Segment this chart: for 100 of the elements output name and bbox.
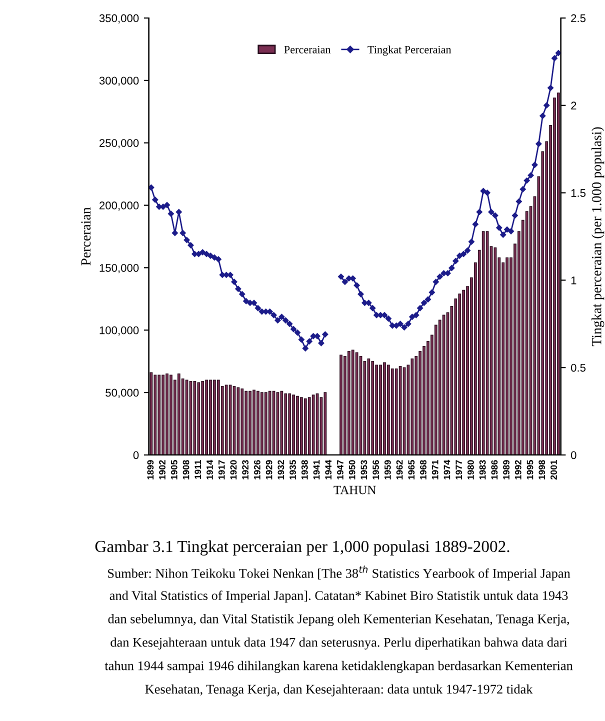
x-tick-label: 1950 xyxy=(348,460,356,480)
bar xyxy=(367,358,370,455)
x-tick-label: 1929 xyxy=(266,460,272,480)
y2-axis-title: Tingkat perceraian (per 1.000 populasi) xyxy=(592,127,604,346)
x-tick-label: 1923 xyxy=(242,460,249,480)
x-tick-label: 1953 xyxy=(360,460,368,480)
x-tick-label: 1983 xyxy=(479,460,486,480)
bar xyxy=(506,257,508,455)
y2-tick-label: 1.5 xyxy=(571,189,586,197)
x-tick-label: 1974 xyxy=(444,460,450,480)
bar xyxy=(390,368,394,455)
bar xyxy=(375,364,378,455)
bar xyxy=(166,373,168,455)
x-tick-label: 1914 xyxy=(206,460,213,480)
bar xyxy=(197,382,200,455)
bar xyxy=(482,231,485,455)
bar xyxy=(312,394,315,455)
y-axis-title: Perceraian xyxy=(81,207,91,266)
text: dan sebelumnya, dan Vital Statistik Jepang oleh Kementerian Kesehatan, Tenaga Kerja, xyxy=(108,614,569,626)
bar xyxy=(394,368,398,455)
bar xyxy=(213,380,216,455)
x-tick-label: 1989 xyxy=(503,460,510,480)
bar xyxy=(260,392,264,455)
bar xyxy=(371,360,374,455)
x-tick-label: 1959 xyxy=(384,460,391,480)
bar xyxy=(458,294,462,455)
bar xyxy=(288,393,292,455)
bar xyxy=(383,362,386,455)
bar xyxy=(216,380,220,455)
bar xyxy=(162,374,164,455)
x-tick-label: 1902 xyxy=(159,460,166,480)
bar xyxy=(256,390,260,455)
x-tick-label: 1926 xyxy=(254,460,260,480)
bar xyxy=(324,392,327,455)
bar xyxy=(201,380,204,455)
bar xyxy=(268,390,272,455)
bar xyxy=(300,397,303,455)
x-tick-label: 1986 xyxy=(491,460,498,480)
y2-tick-label: 2.5 xyxy=(571,14,586,22)
x-tick-label: 1992 xyxy=(514,460,522,480)
bar xyxy=(292,394,295,455)
bar xyxy=(308,397,311,455)
bar xyxy=(387,364,390,455)
bar xyxy=(170,374,172,455)
bar xyxy=(154,374,157,455)
x-tick-label: 1971 xyxy=(432,460,438,480)
x-tick-label: 2001 xyxy=(550,460,557,480)
x-tick-label: 1962 xyxy=(396,460,403,480)
y-tick-label: 150,000 xyxy=(100,264,139,274)
x-tick-label: 1977 xyxy=(456,460,462,480)
y-tick-label: 300,000 xyxy=(99,76,139,86)
bar xyxy=(205,380,208,455)
text: tahun 1944 sampai 1946 dihilangkan karena ketidaklengkapan berdasarkan Kementerian xyxy=(104,660,573,673)
x-tick-label: 1932 xyxy=(278,460,284,480)
y2-tick-label: 0 xyxy=(570,451,576,460)
bar xyxy=(158,374,161,455)
x-tick-label: 1908 xyxy=(182,460,190,480)
y-tick-label: 50,000 xyxy=(106,388,139,398)
bar xyxy=(462,290,466,455)
bar xyxy=(224,384,228,455)
text: Sumber: Nihon Teikoku Tokei Nenkan [The 38$^{th}$ Statistics Yearbook of Imperial Japan xyxy=(108,566,570,581)
x-tick-label: 1968 xyxy=(420,460,426,480)
x-tick-label: 1998 xyxy=(538,460,546,480)
bar xyxy=(264,392,268,455)
x-tick-label: 1944 xyxy=(325,460,332,480)
bar xyxy=(209,380,212,455)
x-tick-label: 1911 xyxy=(194,460,202,479)
x-axis-title: TAHUN xyxy=(334,486,376,494)
bar xyxy=(410,358,414,455)
bar xyxy=(248,390,252,455)
text: dan Kesejahteraan untuk data 1947 dan seterusnya. Perlu diperhatikan bahwa data dari xyxy=(110,637,568,650)
bar xyxy=(296,396,299,455)
text: Kesehatan, Tenaga Kerja, dan Kesejahteraan: data untuk 1947-1972 tidak xyxy=(145,684,533,696)
bar xyxy=(240,388,244,455)
bar xyxy=(284,393,288,455)
x-tick-label: 1956 xyxy=(372,460,380,480)
bar xyxy=(280,390,284,455)
y2-tick-label: 1 xyxy=(571,276,576,284)
x-tick-label: 1899 xyxy=(147,460,154,480)
y2-tick-label: 0.5 xyxy=(570,364,586,372)
bar xyxy=(304,398,307,455)
bar xyxy=(379,364,382,455)
y2-tick-label: 2 xyxy=(571,102,576,110)
x-tick-label: 1905 xyxy=(170,460,178,480)
text: and Vital Statistics of Imperial Japan]. Catatan* Kabinet Biro Statistik untuk data 1943 xyxy=(110,590,568,603)
y-tick-label: 0 xyxy=(133,451,139,460)
x-tick-label: 1941 xyxy=(313,460,320,480)
y-tick-label: 350,000 xyxy=(99,14,139,24)
bar xyxy=(340,354,342,455)
x-tick-label: 1947 xyxy=(337,460,344,480)
x-tick-label: 1935 xyxy=(290,460,296,480)
x-tick-label: 1938 xyxy=(301,460,308,480)
legend-label: Perceraian xyxy=(284,46,331,54)
x-tick-label: 1917 xyxy=(218,460,225,480)
bar xyxy=(244,390,248,455)
x-tick-label: 1995 xyxy=(526,460,534,480)
y-tick-label: 250,000 xyxy=(100,139,139,148)
x-tick-label: 1980 xyxy=(468,460,474,480)
legend-label: Tingkat Perceraian xyxy=(368,46,452,56)
bar xyxy=(252,390,256,455)
